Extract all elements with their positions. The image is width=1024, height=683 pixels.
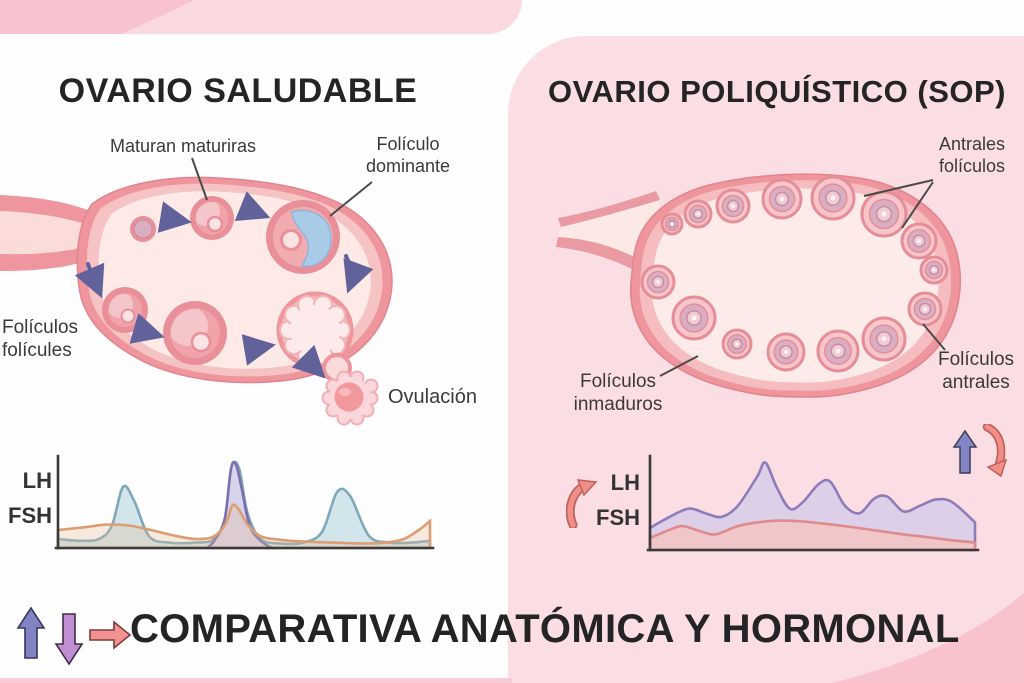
antral-follicle bbox=[919, 255, 949, 285]
antral-follicle bbox=[761, 178, 803, 220]
pcos-ovary-stalk bbox=[556, 191, 660, 270]
maturing-follicle bbox=[190, 196, 234, 240]
pointer-lines bbox=[659, 179, 946, 377]
antral-follicle bbox=[816, 329, 860, 373]
antral-follicle bbox=[861, 316, 907, 362]
label-follicles: Folículos folícules bbox=[2, 317, 79, 362]
label-antral-follicles-top: Antrales folículos bbox=[938, 134, 1006, 176]
pcos-hormone-chart bbox=[646, 454, 980, 552]
footer-title: COMPARATIVA ANATÓMICA Y HORMONAL bbox=[130, 607, 960, 651]
antral-follicle bbox=[715, 188, 751, 224]
antral-follicle bbox=[660, 212, 684, 236]
lh-elevated-curved-arrow-icon bbox=[566, 479, 598, 528]
dominant-follicle bbox=[266, 200, 340, 274]
ovulated-egg bbox=[321, 370, 379, 426]
label-maturing-follicles: Maturan maturiras bbox=[109, 136, 257, 156]
antral-follicle bbox=[907, 291, 943, 327]
footer-down-arrow-icon bbox=[54, 613, 84, 666]
healthy-hormone-chart bbox=[54, 454, 435, 550]
pcos-ovary-illustration bbox=[556, 173, 962, 398]
healthy-ovary-title: OVARIO SALUDABLE bbox=[58, 72, 418, 110]
chart-series-FSH bbox=[56, 503, 432, 550]
pointer-lines bbox=[191, 157, 373, 217]
label-immature-follicles: Folículos inmaduros bbox=[573, 371, 663, 416]
secondary-follicle bbox=[163, 301, 227, 365]
antral-follicle bbox=[810, 175, 856, 221]
healthy-ovary-illustration bbox=[0, 157, 393, 426]
chart-axes bbox=[54, 454, 435, 550]
chart-series-FSH bbox=[648, 519, 977, 552]
label-ovulation: Ovulación bbox=[388, 386, 477, 408]
antral-follicle bbox=[721, 328, 753, 360]
bottom-edge-strip bbox=[0, 678, 512, 683]
primary-follicle bbox=[130, 216, 156, 242]
lh-up-arrow-icon bbox=[952, 429, 978, 474]
peripheral-antral-follicles bbox=[640, 175, 949, 373]
pcos-ovary-title: OVARIO POLIQUÍSTICO (SOP) bbox=[547, 74, 1006, 109]
cycle-arrows bbox=[74, 191, 374, 379]
follicular-fluid-blue bbox=[291, 209, 332, 267]
pcos-chart-fsh-label: FSH bbox=[596, 505, 640, 530]
footer-up-arrow-icon bbox=[16, 606, 46, 659]
antral-follicle bbox=[900, 222, 938, 260]
antral-follicle bbox=[766, 332, 806, 372]
antral-follicle bbox=[683, 199, 713, 229]
bottom-right-corner-wedge bbox=[832, 593, 1024, 683]
footer-right-arrow-icon bbox=[89, 620, 132, 650]
healthy-chart-fsh-label: FSH bbox=[8, 503, 52, 528]
healthy-chart-lh-label: LH bbox=[22, 468, 52, 493]
antral-follicle bbox=[671, 295, 717, 341]
label-antral-follicles-right: Folículos antrales bbox=[937, 349, 1015, 394]
antral-follicle bbox=[860, 190, 908, 238]
chart-axes bbox=[646, 454, 980, 552]
fsh-down-curved-arrow-icon bbox=[982, 424, 1008, 478]
label-dominant-follicle: Folículo dominante bbox=[365, 134, 451, 176]
antral-follicle bbox=[640, 264, 676, 300]
pcos-chart-lh-label: LH bbox=[610, 470, 640, 495]
